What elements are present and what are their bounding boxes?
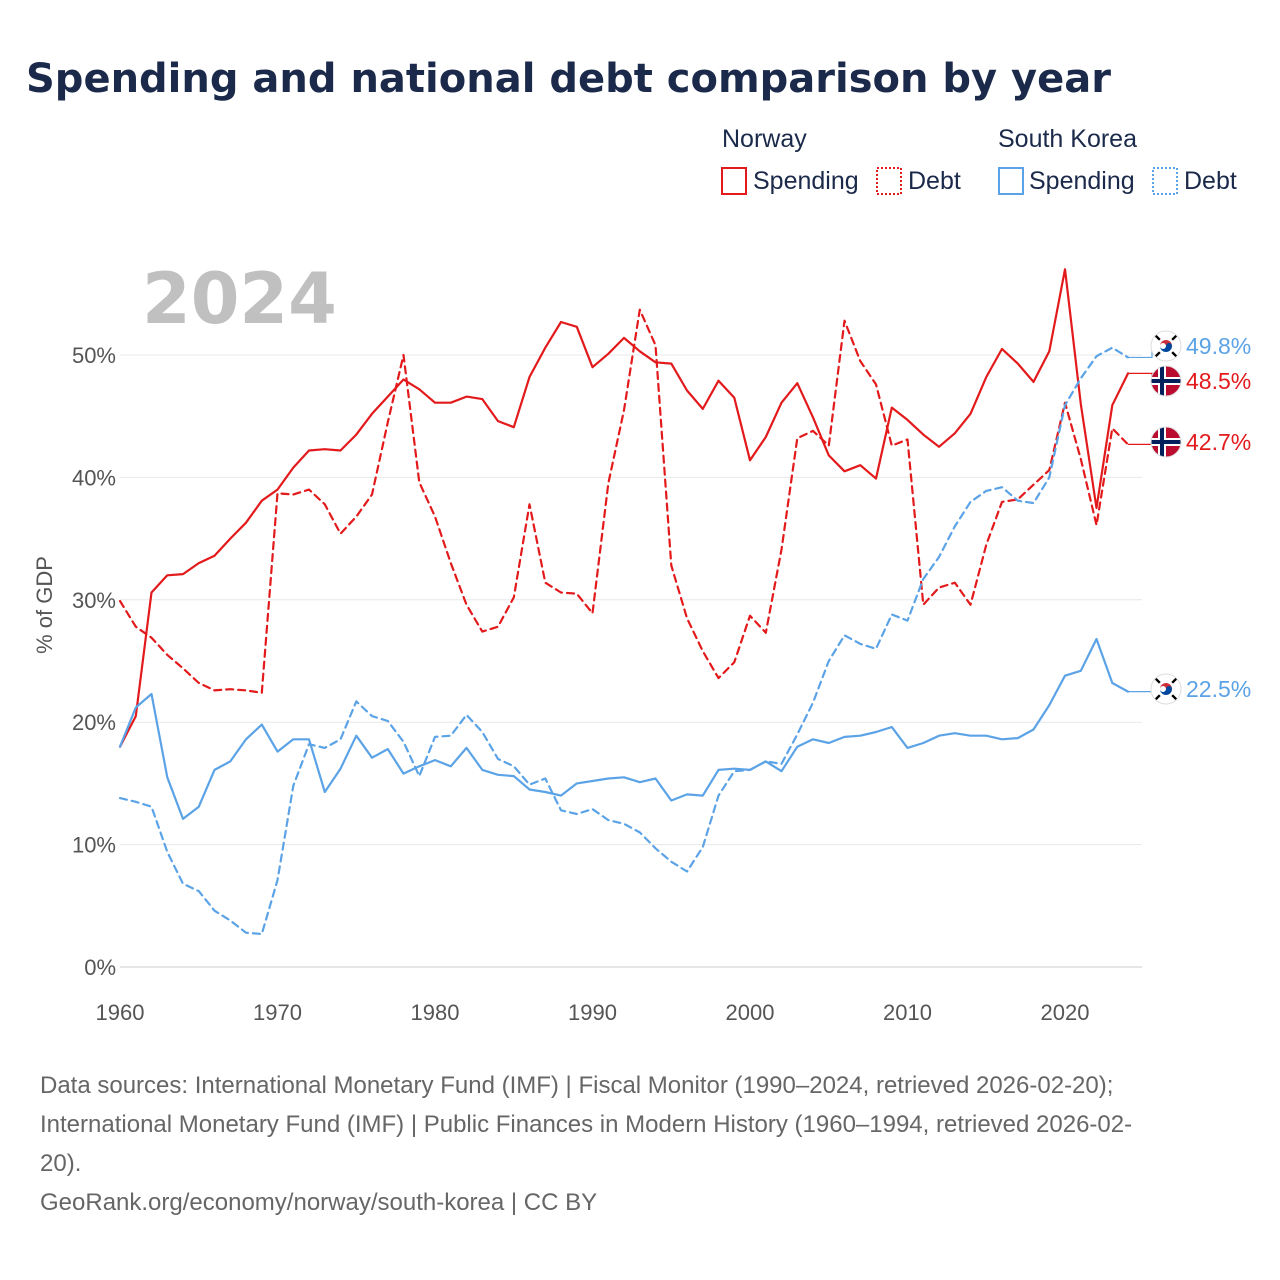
footer-attribution: GeoRank.org/economy/norway/south-korea |… (40, 1189, 597, 1216)
footer: Data sources: International Monetary Fun… (40, 1072, 1132, 1216)
y-tick-label: 0% (84, 955, 116, 980)
end-label-value: 42.7% (1186, 429, 1251, 455)
legend-label-norway-spending: Spending (753, 167, 859, 195)
footer-source-line-3: 20). (40, 1150, 81, 1177)
legend-label-south-korea-spending: Spending (1029, 167, 1135, 195)
y-tick-label: 50% (72, 343, 116, 368)
legend: Norway Spending Debt South Korea Spendin… (721, 125, 1237, 195)
series-line-south-korea-debt (118, 346, 1130, 936)
legend-swatch-norway-spending (721, 167, 747, 195)
end-label-connector (1128, 689, 1153, 693)
gridlines (120, 354, 1142, 968)
norway-flag-icon (1150, 365, 1182, 397)
end-label-connector (1128, 442, 1153, 445)
end-label-south-korea-spending: 22.5% (1128, 673, 1251, 705)
x-tick-label: 1960 (96, 1000, 145, 1025)
end-label-value: 49.8% (1186, 333, 1251, 359)
legend-swatch-south-korea-spending (998, 167, 1024, 195)
legend-swatch-norway-debt (876, 167, 902, 195)
end-labels: 49.8% 48.5% 42.7% 22.5% (1128, 330, 1251, 705)
x-tick-label: 2000 (726, 1000, 775, 1025)
end-label-norway-spending: 48.5% (1128, 365, 1251, 397)
end-label-norway-debt: 42.7% (1128, 426, 1251, 458)
y-tick-label: 20% (72, 710, 116, 735)
x-tick-label: 1970 (253, 1000, 302, 1025)
legend-label-norway-debt: Debt (908, 167, 961, 195)
y-tick-label: 10% (72, 833, 116, 858)
x-tick-label: 2010 (883, 1000, 932, 1025)
legend-group-norway: Norway (722, 125, 807, 153)
x-tick-label: 2020 (1041, 1000, 1090, 1025)
x-axis-ticks: 1960 1970 1980 1990 2000 2010 2020 (96, 1000, 1090, 1025)
y-tick-label: 40% (72, 465, 116, 490)
y-axis-title: % of GDP (32, 556, 57, 654)
footer-source-line-2: International Monetary Fund (IMF) | Publ… (40, 1111, 1132, 1138)
footer-source-line-1: Data sources: International Monetary Fun… (40, 1072, 1113, 1099)
legend-swatch-south-korea-debt (1152, 167, 1178, 195)
series-line-norway-debt (118, 308, 1130, 694)
end-label-value: 48.5% (1186, 368, 1251, 394)
legend-group-south-korea: South Korea (998, 125, 1137, 153)
y-tick-label: 30% (72, 588, 116, 613)
x-tick-label: 1980 (411, 1000, 460, 1025)
series-line-south-korea-spending (118, 637, 1130, 821)
end-label-value: 22.5% (1186, 676, 1251, 702)
end-label-connector (1128, 372, 1153, 381)
series-line-norway-spending (118, 268, 1130, 748)
south-korea-flag-icon (1150, 330, 1182, 362)
legend-label-south-korea-debt: Debt (1184, 167, 1237, 195)
end-label-connector (1128, 346, 1153, 359)
y-axis-ticks: 0% 10% 20% 30% 40% 50% (72, 343, 116, 980)
south-korea-flag-icon (1150, 673, 1182, 705)
chart-title: Spending and national debt comparison by… (26, 56, 1111, 102)
end-label-south-korea-debt: 49.8% (1128, 330, 1251, 362)
norway-flag-icon (1150, 426, 1182, 458)
series-lines (118, 268, 1130, 936)
x-tick-label: 1990 (568, 1000, 617, 1025)
year-watermark: 2024 (142, 258, 337, 340)
